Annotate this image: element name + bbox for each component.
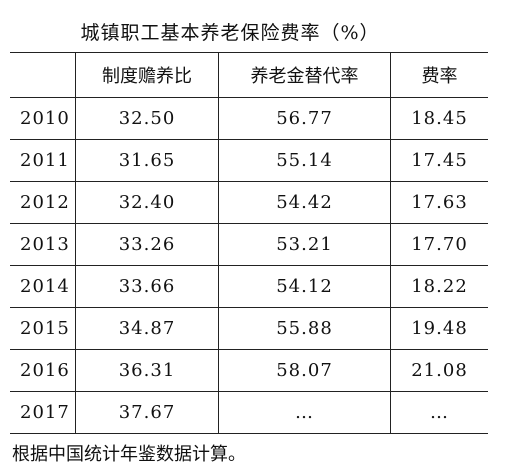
value-cell: 33.26 (75, 223, 219, 266)
header-cell: 费率 (390, 52, 488, 98)
value-cell: 55.88 (218, 307, 391, 350)
value-cell: 19.48 (390, 307, 488, 350)
table-row: 2015 34.87 55.88 19.48 (10, 307, 488, 350)
value-cell: 37.67 (75, 391, 219, 434)
table-row: 2017 37.67…… (10, 391, 488, 434)
header-cell: 制度赡养比 (75, 52, 219, 98)
data-table: 制度赡养比 养老金替代率 费率 2010 32.50 56.77 18.45 2011 3… (10, 52, 488, 434)
year-cell: 2013 (10, 223, 76, 266)
value-cell: 54.42 (218, 181, 391, 224)
year-cell: 2012 (10, 181, 76, 224)
value-cell: 36.31 (75, 349, 219, 392)
value-cell: 17.63 (390, 181, 488, 224)
table-row: 2010 32.50 56.77 18.45 (10, 97, 488, 140)
header-row: 制度赡养比 养老金替代率 费率 (10, 52, 488, 98)
value-cell: 55.14 (218, 139, 391, 182)
table-row: 2014 33.66 54.12 18.22 (10, 265, 488, 308)
value-cell: 17.70 (390, 223, 488, 266)
source-note: 根据中国统计年鉴数据计算。 (12, 444, 246, 465)
year-cell: 2014 (10, 265, 76, 308)
value-cell: 53.21 (218, 223, 391, 266)
year-cell: 2016 (10, 349, 76, 392)
header-cell: 养老金替代率 (218, 52, 391, 98)
value-cell: 34.87 (75, 307, 219, 350)
year-cell: 2017 (10, 391, 76, 434)
header-cell (10, 52, 76, 98)
value-cell: 32.40 (75, 181, 219, 224)
value-cell: 32.50 (75, 97, 219, 140)
year-cell: 2010 (10, 97, 76, 140)
value-cell: 17.45 (390, 139, 488, 182)
table-row: 2012 32.40 54.42 17.63 (10, 181, 488, 224)
value-cell: 33.66 (75, 265, 219, 308)
year-cell: 2015 (10, 307, 76, 350)
value-cell: 31.65 (75, 139, 219, 182)
table-row: 2016 36.31 58.07 21.08 (10, 349, 488, 392)
table-row: 2011 31.65 55.14 17.45 (10, 139, 488, 182)
value-cell: 21.08 (390, 349, 488, 392)
value-cell: 54.12 (218, 265, 391, 308)
value-cell: … (218, 391, 391, 434)
value-cell: … (390, 391, 488, 434)
value-cell: 18.45 (390, 97, 488, 140)
table-row: 2013 33.26 53.21 17.70 (10, 223, 488, 266)
value-cell: 58.07 (218, 349, 391, 392)
year-cell: 2011 (10, 139, 76, 182)
value-cell: 18.22 (390, 265, 488, 308)
value-cell: 56.77 (218, 97, 391, 140)
table-title: 城镇职工基本养老保险费率（%） (80, 22, 380, 44)
